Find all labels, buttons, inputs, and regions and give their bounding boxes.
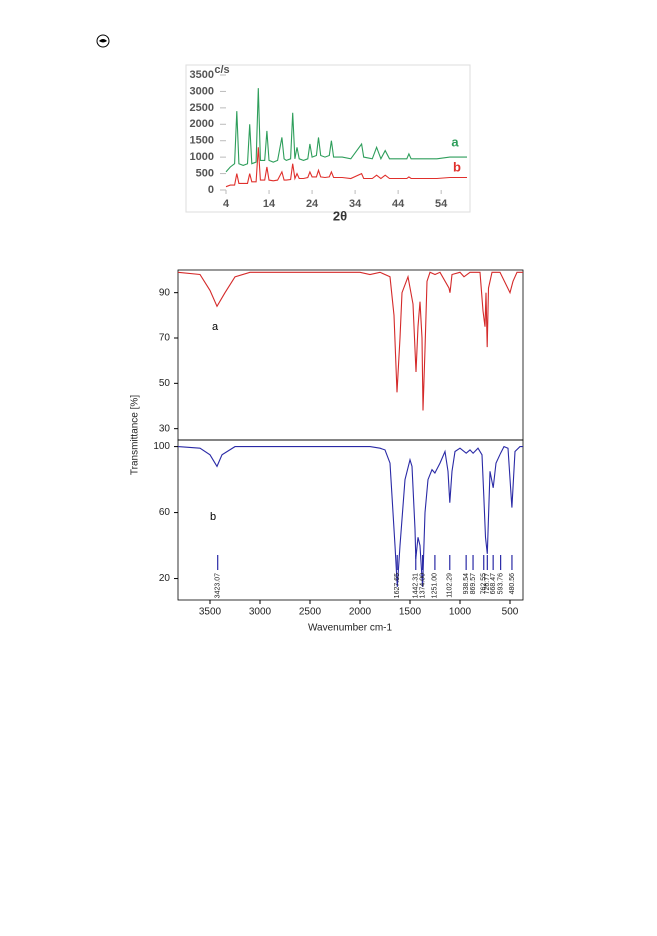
- series-line: [225, 88, 467, 173]
- peak-label: 593.76: [497, 573, 504, 595]
- peak-label: 938.54: [463, 573, 470, 595]
- series-line: [177, 445, 523, 587]
- x-tick-label: 500: [502, 607, 519, 618]
- peak-label: 1374.00: [419, 573, 426, 598]
- y-tick-label: 3500: [190, 69, 214, 81]
- plot-frame: [177, 439, 524, 601]
- peak-label: 726.77: [484, 573, 491, 595]
- y-tick-label: 2500: [190, 102, 214, 114]
- peak-label: 480.56: [509, 573, 516, 595]
- y-axis-label: c/s: [214, 64, 229, 76]
- y-tick-label: 2000: [190, 118, 214, 130]
- y-axis-label: Transmittance [%]: [130, 395, 141, 475]
- peak-label: 1442.31: [413, 573, 420, 598]
- y-tick-label: 60: [159, 507, 171, 518]
- y-tick-label: 500: [196, 167, 214, 179]
- y-tick-label: 1500: [190, 135, 214, 147]
- y-tick-label: 70: [159, 333, 171, 344]
- y-tick-label: 90: [159, 287, 171, 298]
- y-tick-label: 50: [159, 378, 171, 389]
- series-line: [225, 147, 467, 188]
- plot-frame: [177, 269, 524, 441]
- x-tick-label: 4: [223, 198, 230, 210]
- x-tick-label: 54: [435, 198, 448, 210]
- peak-label: 1627.65: [394, 573, 401, 598]
- x-tick-label: 2500: [299, 607, 322, 618]
- peak-label: 1251.00: [432, 573, 439, 598]
- y-tick-label: 0: [208, 184, 214, 196]
- x-tick-label: 1000: [449, 607, 472, 618]
- peak-label: 1102.29: [447, 573, 454, 598]
- series-line: [177, 271, 523, 411]
- y-tick-label: 30: [159, 423, 171, 434]
- y-tick-label: 20: [159, 573, 171, 584]
- x-tick-label: 34: [349, 198, 362, 210]
- peak-label: 3423.07: [215, 573, 222, 598]
- peak-label: 762.55: [481, 573, 488, 595]
- series-label: a: [212, 321, 219, 333]
- y-tick-label: 100: [153, 441, 170, 452]
- figure-frame: [185, 64, 471, 213]
- series-label: a: [451, 134, 459, 149]
- series-label: b: [453, 159, 461, 174]
- x-tick-label: 2000: [349, 607, 372, 618]
- x-axis-label: 2θ: [333, 208, 347, 223]
- x-tick-label: 44: [392, 198, 405, 210]
- x-tick-label: 14: [263, 198, 276, 210]
- x-axis-label: Wavenumber cm-1: [308, 623, 393, 634]
- x-tick-label: 3000: [249, 607, 272, 618]
- y-tick-label: 3000: [190, 85, 214, 97]
- x-tick-label: 24: [306, 198, 319, 210]
- peak-label: 668.47: [490, 573, 497, 595]
- x-tick-label: 3500: [199, 607, 222, 618]
- icon: [96, 34, 110, 48]
- series-label: b: [210, 511, 216, 523]
- x-tick-label: 1500: [399, 607, 422, 618]
- peak-label: 869.57: [470, 573, 477, 595]
- y-tick-label: 1000: [190, 151, 214, 163]
